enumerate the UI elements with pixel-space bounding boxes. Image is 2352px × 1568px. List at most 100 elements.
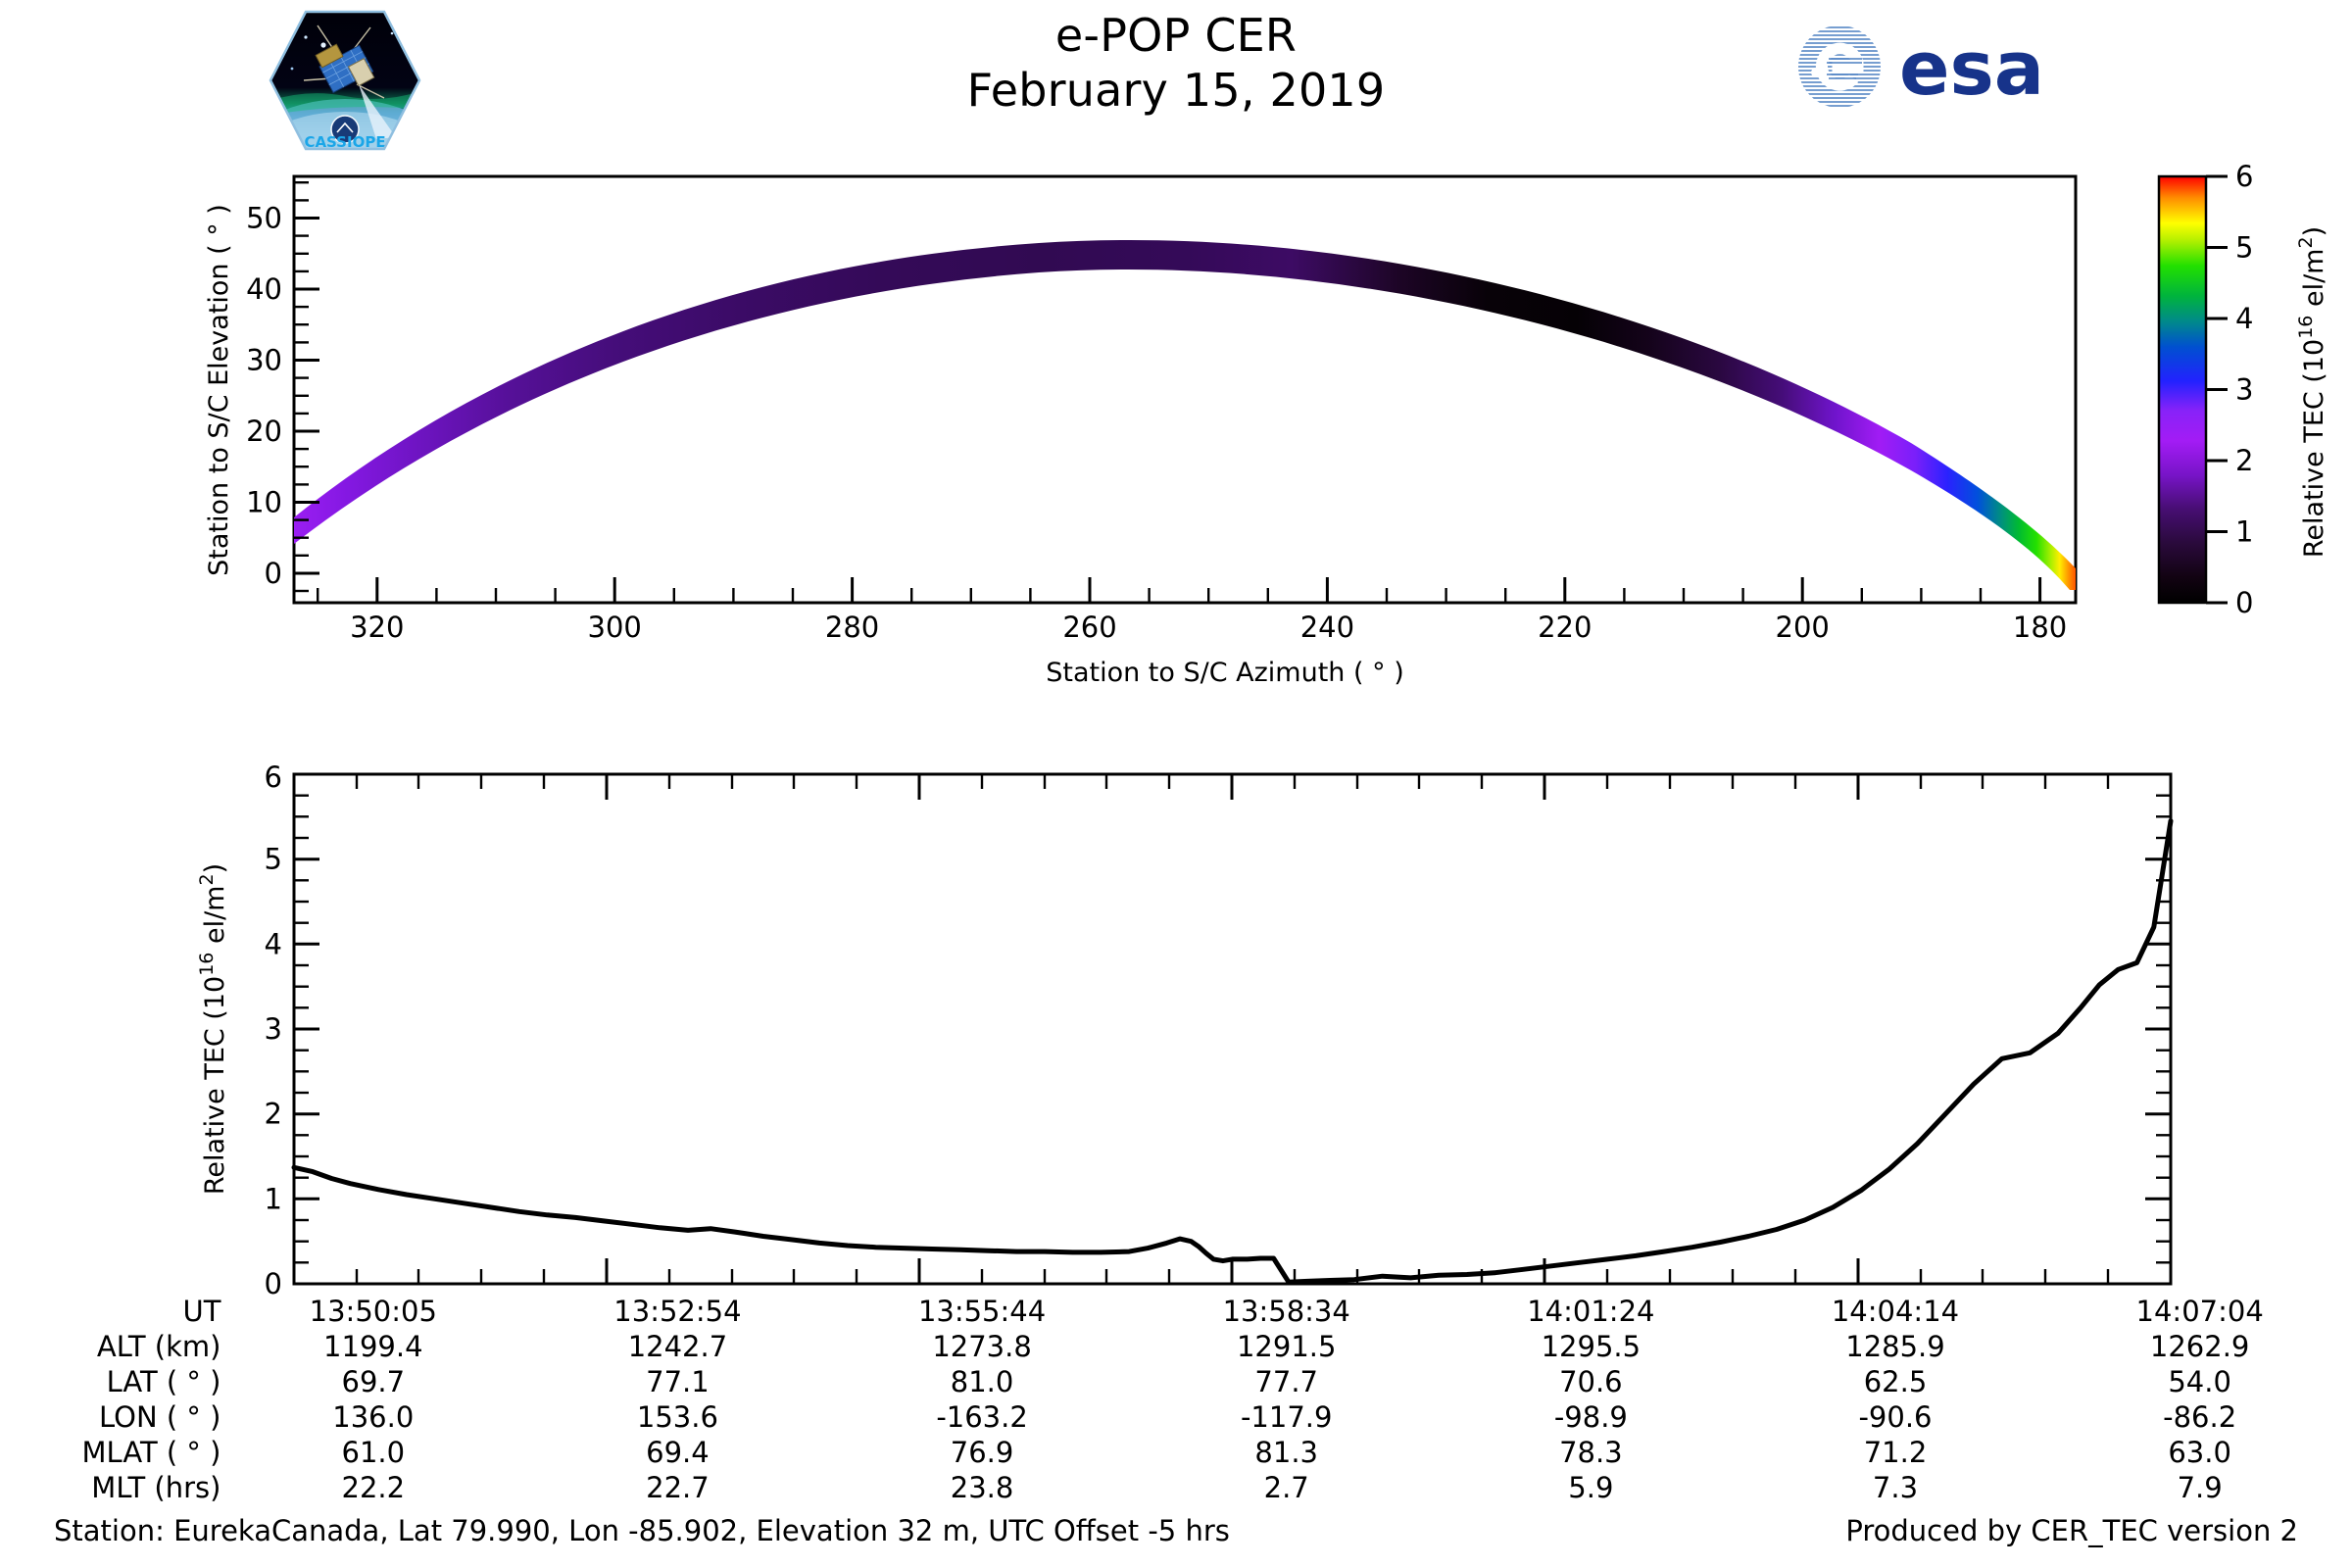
table-cell: 14:07:04 [2135,1295,2264,1328]
colorbar-axis-label: Relative TEC (1016 el/m2) [2295,226,2329,558]
table-cell: 5.9 [1568,1471,1614,1504]
table-cell: 1295.5 [1541,1330,1642,1363]
svg-text:6: 6 [265,760,282,794]
table-cell: 54.0 [2168,1365,2231,1398]
svg-text:1: 1 [2235,515,2253,549]
table-cell: 77.7 [1254,1365,1318,1398]
svg-text:10: 10 [246,486,282,519]
bottom-plot-x-ticks [292,774,2173,1284]
bottom-plot-frame [292,772,2173,1286]
table-row-label: MLAT ( ° ) [81,1436,221,1469]
svg-text:3: 3 [2235,373,2253,407]
table-cell: 14:01:24 [1527,1295,1655,1328]
table-cell: 1285.9 [1845,1330,1945,1363]
svg-text:30: 30 [246,344,282,377]
table-cell: 69.7 [341,1365,406,1398]
svg-text:Relative TEC (1016 el/m2): Relative TEC (1016 el/m2) [2295,226,2329,558]
table-row: UT 13:50:05 13:52:54 13:55:44 13:58:34 14:01:… [0,1294,2352,1329]
table-cell: 81.0 [950,1365,1014,1398]
top-plot-y-tick-labels: 0 10 20 30 40 50 [246,202,282,591]
svg-text:0: 0 [265,1267,282,1300]
top-plot-x-ticks [317,577,2042,603]
table-row: LAT ( ° ) 69.7 77.1 81.0 77.7 70.6 62.5 54.0 [0,1364,2352,1399]
table-cell: 70.6 [1559,1365,1623,1398]
table-row-label: LON ( ° ) [99,1400,221,1434]
table-cell: -163.2 [936,1400,1028,1434]
svg-text:180: 180 [2013,611,2067,644]
svg-text:300: 300 [588,611,642,644]
page-footer: Station: EurekaCanada, Lat 79.990, Lon -… [0,1514,2352,1563]
top-plot-frame [292,174,2078,605]
table-row-label: UT [182,1295,221,1328]
table-cell: 1291.5 [1236,1330,1337,1363]
top-plot-x-axis-label: Station to S/C Azimuth ( ° ) [1046,658,1404,688]
svg-text:4: 4 [265,927,282,960]
svg-text:6: 6 [2235,160,2253,193]
cassiope-logo-text: CASSIOPE [304,133,385,151]
bottom-plot-y-axis-label: Relative TEC (1016 el/m2) [196,863,230,1195]
page-subtitle-date: February 15, 2019 [966,64,1386,117]
table-cell: -98.9 [1553,1400,1628,1434]
colorbar-gradient [2159,176,2206,603]
elevation-azimuth-plot: 0 10 20 30 40 50 [0,147,2352,755]
table-cell: -86.2 [2163,1400,2237,1434]
table-cell: 14:04:14 [1831,1295,1960,1328]
top-plot-y-axis-label: Station to S/C Elevation ( ° ) [204,204,234,576]
svg-text:320: 320 [350,611,404,644]
table-row: LON ( ° ) 136.0 153.6 -163.2 -117.9 -98.9 -90.… [0,1399,2352,1435]
colorbar: 0 1 2 3 4 5 6 Relative TEC (1016 el/m2) [2157,160,2329,619]
table-row: MLT (hrs) 22.2 22.7 23.8 2.7 5.9 7.3 7.9 [0,1470,2352,1505]
table-cell: 22.7 [646,1471,710,1504]
relative-tec-curve [291,818,2174,1285]
table-cell: 81.3 [1254,1436,1318,1469]
satellite-track-band [294,239,2076,590]
table-row: ALT (km) 1199.4 1242.7 1273.8 1291.5 1295.5 12… [0,1329,2352,1364]
esa-logo-text: esa [1899,24,2044,111]
table-cell: 13:50:05 [309,1295,437,1328]
produced-by: Produced by CER_TEC version 2 [1845,1514,2298,1547]
svg-text:0: 0 [265,557,282,590]
ephemeris-table: UT 13:50:05 13:52:54 13:55:44 13:58:34 14:01:… [0,1294,2352,1505]
table-cell: 13:52:54 [613,1295,742,1328]
table-row: MLAT ( ° ) 61.0 69.4 76.9 81.3 78.3 71.2 63.0 [0,1435,2352,1470]
svg-text:280: 280 [825,611,879,644]
table-row-label: ALT (km) [96,1330,221,1363]
table-cell: -90.6 [1858,1400,1933,1434]
colorbar-tick-labels: 0 1 2 3 4 5 6 [2235,160,2253,619]
svg-text:200: 200 [1776,611,1830,644]
table-row-label: LAT ( ° ) [106,1365,221,1398]
table-cell: 69.4 [646,1436,710,1469]
table-cell: 7.3 [1872,1471,1919,1504]
page-header: CASSIOPE e-POP CER February 15, 2019 [0,0,2352,151]
table-cell: 62.5 [1863,1365,1928,1398]
svg-text:5: 5 [265,843,282,876]
table-cell: 2.7 [1263,1471,1309,1504]
table-cell: 23.8 [950,1471,1014,1504]
page-title: e-POP CER [1054,9,1298,62]
esa-logo: esa [1793,18,2087,111]
table-cell: 136.0 [332,1400,415,1434]
table-cell: 76.9 [950,1436,1014,1469]
table-cell: 77.1 [646,1365,710,1398]
svg-text:1: 1 [265,1182,282,1215]
table-cell: 71.2 [1863,1436,1928,1469]
top-plot-y-ticks [294,181,319,593]
svg-text:40: 40 [246,272,282,306]
table-cell: 13:58:34 [1222,1295,1350,1328]
svg-text:240: 240 [1300,611,1354,644]
table-cell: 1242.7 [627,1330,728,1363]
svg-text:5: 5 [2235,231,2253,265]
svg-text:220: 220 [1538,611,1592,644]
svg-text:20: 20 [246,415,282,448]
svg-text:2: 2 [265,1098,282,1131]
svg-text:0: 0 [2235,586,2253,619]
relative-tec-timeseries-plot: 0 1 2 3 4 5 6 [0,755,2352,1303]
table-cell: 7.9 [2177,1471,2223,1504]
table-cell: 153.6 [636,1400,718,1434]
table-cell: -117.9 [1240,1400,1333,1434]
table-cell: 1262.9 [2149,1330,2250,1363]
table-row-label: MLT (hrs) [91,1471,221,1504]
svg-text:50: 50 [246,202,282,235]
svg-text:4: 4 [2235,302,2253,335]
